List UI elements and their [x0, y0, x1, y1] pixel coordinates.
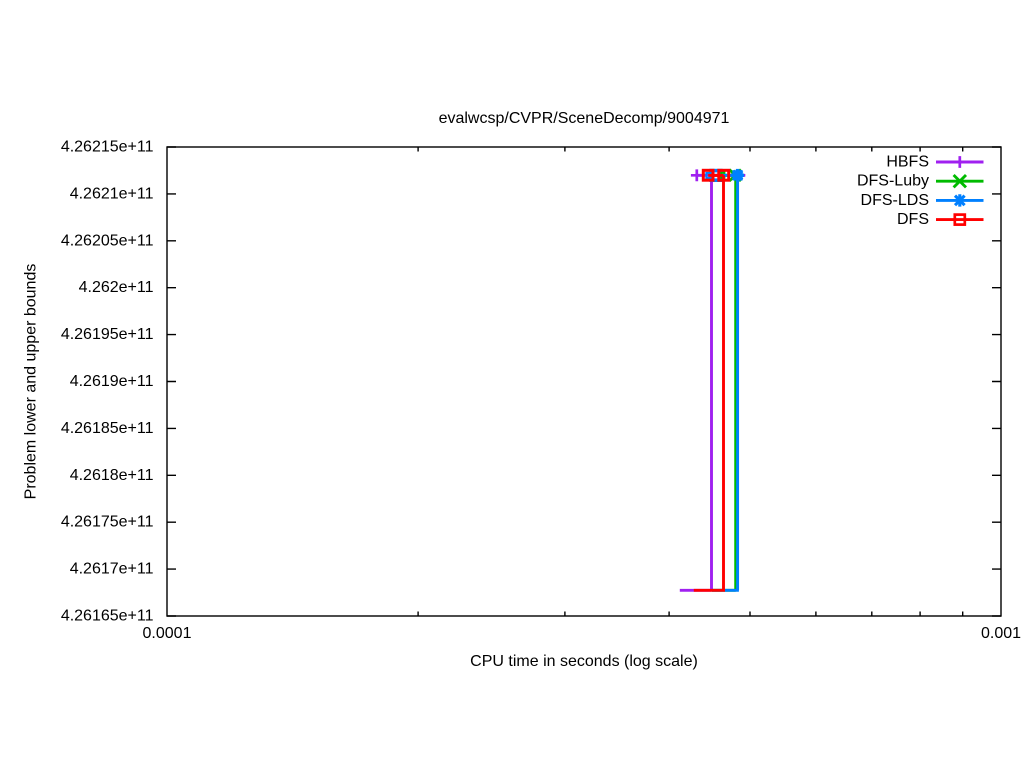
svg-text:0.0001: 0.0001 [143, 625, 192, 642]
svg-text:4.2619e+11: 4.2619e+11 [70, 373, 154, 390]
svg-text:DFS-LDS: DFS-LDS [861, 192, 929, 209]
svg-text:0.001: 0.001 [981, 625, 1021, 642]
svg-text:4.2621e+11: 4.2621e+11 [70, 185, 154, 202]
svg-text:4.26165e+11: 4.26165e+11 [61, 608, 154, 625]
svg-text:HBFS: HBFS [886, 154, 929, 171]
svg-text:CPU time in seconds (log scale: CPU time in seconds (log scale) [470, 653, 698, 670]
svg-text:4.262e+11: 4.262e+11 [79, 279, 154, 296]
svg-text:4.2618e+11: 4.2618e+11 [70, 467, 154, 484]
svg-text:evalwcsp/CVPR/SceneDecomp/9004: evalwcsp/CVPR/SceneDecomp/9004971 [439, 110, 730, 127]
svg-text:4.26185e+11: 4.26185e+11 [61, 420, 154, 437]
svg-text:4.26205e+11: 4.26205e+11 [61, 232, 154, 249]
svg-text:4.26215e+11: 4.26215e+11 [61, 139, 154, 156]
svg-text:DFS: DFS [897, 211, 929, 228]
svg-text:4.26195e+11: 4.26195e+11 [61, 326, 154, 343]
svg-text:4.26175e+11: 4.26175e+11 [61, 514, 154, 531]
svg-text:Problem lower and upper bounds: Problem lower and upper bounds [23, 264, 40, 500]
svg-text:DFS-Luby: DFS-Luby [857, 173, 929, 190]
svg-text:4.2617e+11: 4.2617e+11 [70, 561, 154, 578]
